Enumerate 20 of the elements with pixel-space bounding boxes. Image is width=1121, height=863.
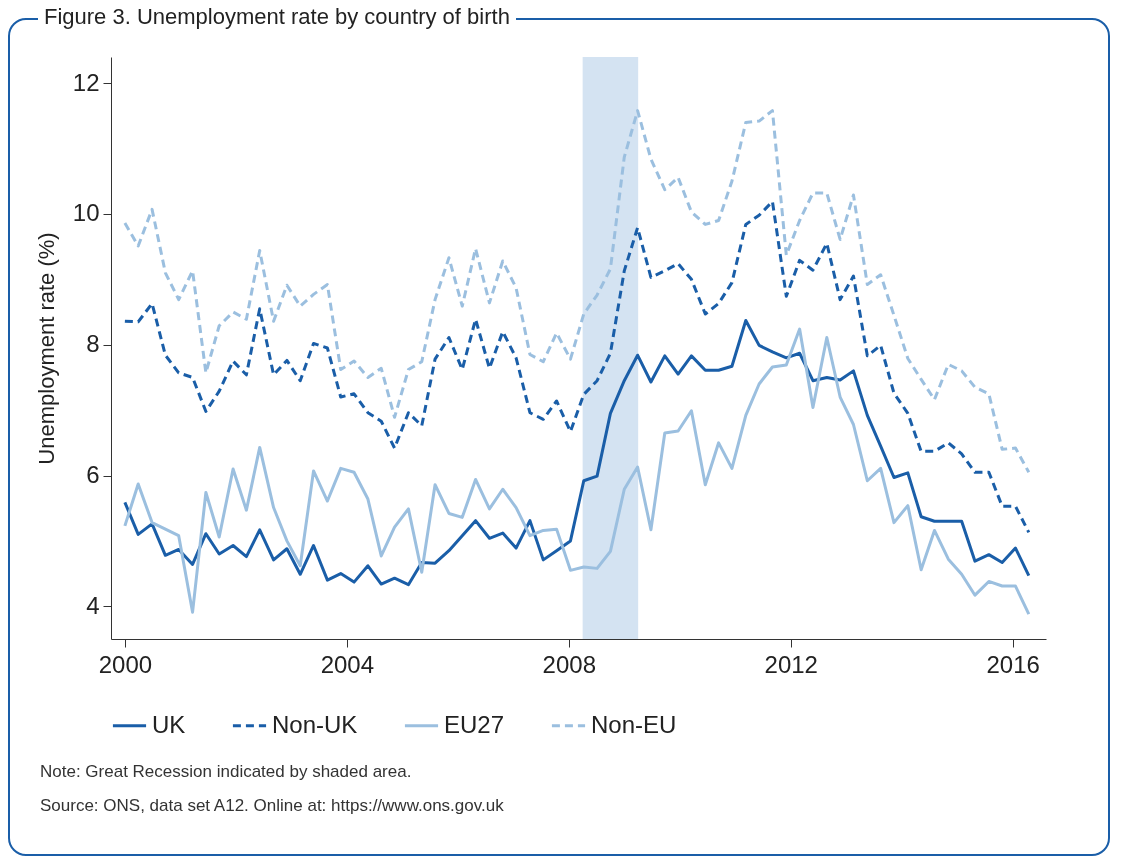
text: Note: Great Recession indicated by shaded area. [40, 762, 413, 782]
legend-label: Non-UK [272, 710, 358, 738]
y-tick-label: 8 [86, 330, 100, 358]
legend-label: Non-EU [591, 710, 677, 738]
chart-title: Figure 3. Unemployment rate by country of birth [38, 4, 516, 30]
x-tick-label: 2000 [98, 650, 153, 678]
legend-label: EU27 [444, 710, 505, 738]
y-tick-label: 10 [72, 199, 100, 227]
y-axis-title: Unemployment rate (%) [33, 232, 59, 465]
y-tick-label: 6 [86, 461, 100, 489]
y-tick-label: 4 [86, 591, 100, 619]
line-series [123, 109, 1031, 474]
x-tick-label: 2008 [542, 650, 596, 678]
y-tick-label: 12 [72, 68, 100, 96]
source-note: Source: ONS, data set A12. Online at: https://www.ons.gov.uk [40, 796, 504, 816]
x-tick-label: 2004 [320, 650, 375, 678]
x-tick-label: 2016 [986, 650, 1040, 678]
line-series [123, 200, 1031, 534]
x-tick-label: 2012 [764, 650, 818, 678]
legend-label: UK [152, 710, 186, 738]
